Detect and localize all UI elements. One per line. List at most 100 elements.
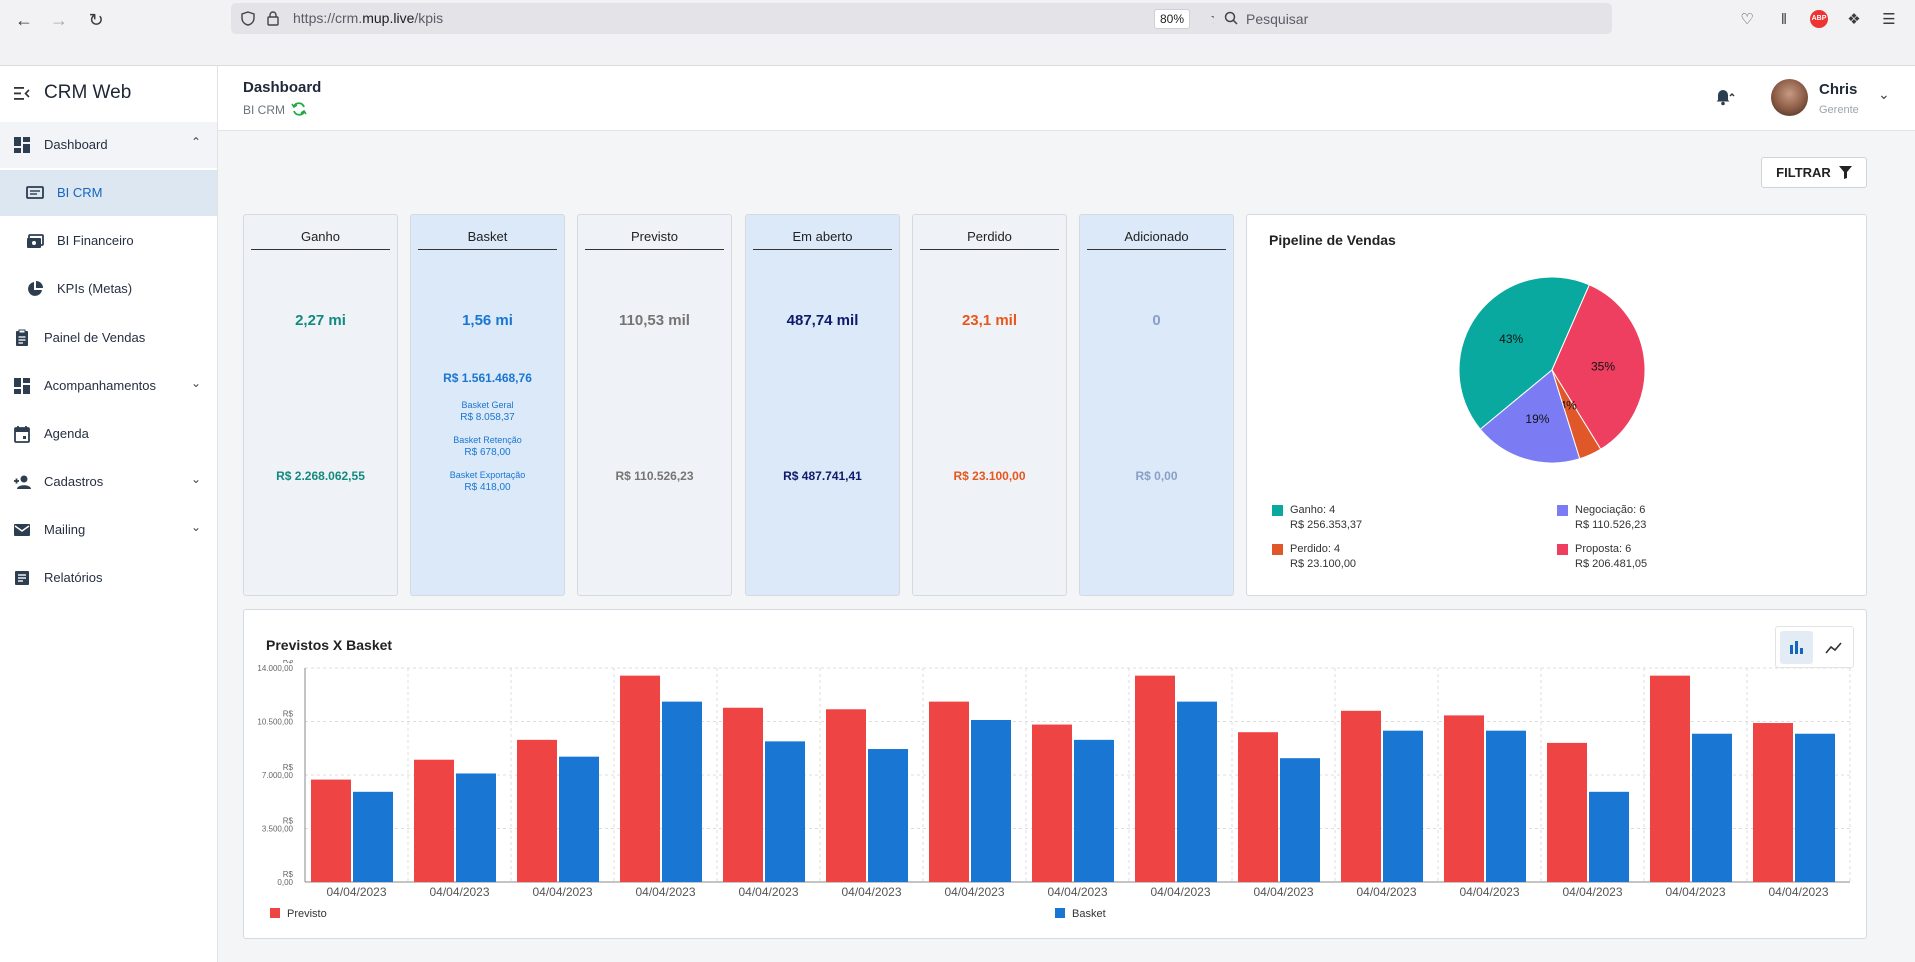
x-tick-label: 04/04/2023 [1562,885,1622,899]
pie-icon [28,281,43,296]
bar-previsto [1547,742,1587,882]
legend-value: R$ 23.100,00 [1290,558,1357,570]
pie-slice-negociação[interactable] [1479,369,1581,464]
sidebar-item-relatorios[interactable]: Relatórios [0,555,217,601]
y-tick-label: 10.500,00 [257,718,293,727]
sidebar-item-mailing[interactable]: Mailing ⌄ [0,507,217,553]
x-tick-label: 04/04/2023 [1768,885,1828,899]
kpi-title: Ganho [251,229,390,250]
pie-percent-label: 19% [1525,412,1549,426]
kpi-value: R$ 110.526,23 [615,469,694,483]
sidebar-item-bi-crm[interactable]: BI CRM [0,170,217,216]
sidebar-item-bi-financeiro[interactable]: BI Financeiro [0,218,217,264]
bar-previsto [929,701,969,882]
bar-chart-title: Previstos X Basket [266,637,393,653]
sidebar-item-label: Painel de Vendas [44,330,146,345]
x-tick-label: 04/04/2023 [1253,885,1313,899]
bar-previsto [1650,675,1690,882]
basket-sub-label: Basket Exportação [449,470,526,480]
x-tick-label: 04/04/2023 [1150,885,1210,899]
sidebar-item-agenda[interactable]: Agenda [0,411,217,457]
sidebar-item-label: KPIs (Metas) [57,281,133,296]
kpi-title: Adicionado [1087,229,1226,250]
x-tick-label: 04/04/2023 [1047,885,1107,899]
sidebar-item-label: Relatórios [44,570,103,585]
chart-type-toggle [1775,626,1854,668]
pie-slice-proposta[interactable] [1551,284,1646,450]
x-tick-label: 04/04/2023 [1356,885,1416,899]
bar-basket [1074,739,1114,882]
y-tick-label: R$ [283,817,294,826]
bar-basket [559,756,599,882]
pipeline-pie-chart: 43%35%4%19% [1458,276,1646,464]
bar-previsto [311,779,351,882]
legend-swatch [1055,908,1065,918]
refresh-icon[interactable] [291,101,307,117]
x-tick-label: 04/04/2023 [944,885,1004,899]
sidebar: CRM Web Dashboard ⌃ BI CRM BI Financeiro… [0,66,218,962]
bar-basket [1589,791,1629,882]
line-chart-toggle[interactable] [1817,631,1850,664]
bar-previsto [1341,710,1381,882]
adblock-icon[interactable]: ABP [1807,7,1831,31]
pipeline-title: Pipeline de Vendas [1269,232,1396,248]
sidebar-item-acompanhamentos[interactable]: Acompanhamentos ⌄ [0,363,217,409]
dashboard-icon [14,137,30,153]
kpi-short-value: 2,27 mi [295,312,346,329]
sidebar-item-label: BI Financeiro [57,233,134,248]
address-bar[interactable]: https://crm.mup.live/kpis 80% ☆ [231,3,1236,34]
reload-icon[interactable]: ↻ [88,9,104,30]
pie-slice-ganho[interactable] [1458,276,1590,430]
extensions-icon[interactable]: ❖ [1847,11,1861,28]
filter-label: FILTRAR [1776,165,1831,180]
legend-swatch [1557,544,1568,555]
legend-label: Negociação: 6 [1575,504,1646,516]
back-icon[interactable]: ← [15,9,33,30]
legend-swatch [1272,505,1283,516]
bar-chart-toggle[interactable] [1780,631,1813,664]
money-icon [27,234,44,248]
menu-icon[interactable]: ☰ [1882,11,1896,28]
sidebar-item-dashboard[interactable]: Dashboard ⌃ [0,122,217,168]
bar-basket [456,773,496,882]
pie-percent-label: 43% [1499,332,1523,346]
sidebar-item-kpis[interactable]: KPIs (Metas) [0,266,217,312]
kpi-title: Perdido [920,229,1059,250]
mail-icon [14,524,30,536]
bar-previsto [723,707,763,882]
basket-sub-value: R$ 418,00 [464,482,511,493]
kpi-short-value: 487,74 mil [786,312,859,329]
forward-icon[interactable]: → [50,9,68,30]
chevron-down-icon[interactable]: ⌄ [1878,86,1890,102]
x-tick-label: 04/04/2023 [1459,885,1519,899]
search-icon [1224,11,1238,25]
zoom-badge[interactable]: 80% [1153,9,1190,29]
menu-collapse-icon[interactable] [14,87,30,100]
bell-icon[interactable] [1713,86,1735,108]
line-chart-icon [1825,642,1842,654]
sidebar-item-painel-de-vendas[interactable]: Painel de Vendas [0,315,217,361]
lock-icon [267,11,279,26]
library-icon[interactable]: ‖ [1780,10,1788,28]
bar-previsto [620,675,660,882]
kpi-card-ganho: Ganho 2,27 mi R$ 2.268.062,55 [243,214,398,596]
filter-button[interactable]: FILTRAR [1761,157,1867,188]
bar-basket [1280,758,1320,882]
bar-previsto [414,759,454,882]
avatar[interactable] [1771,79,1808,116]
bar-basket [1692,733,1732,882]
legend-label: Proposta: 6 [1575,543,1632,555]
kpi-short-value: 110,53 mil [619,312,690,329]
page-title: Dashboard [243,79,322,96]
bar-previsto [1444,715,1484,882]
x-tick-label: 04/04/2023 [532,885,592,899]
y-tick-label: R$ [283,870,294,879]
y-tick-label: 7.000,00 [262,771,294,780]
sidebar-item-cadastros[interactable]: Cadastros ⌄ [0,459,217,505]
browser-toolbar: ← → ↻ https://crm.mup.live/kpis 80% ☆ Pe… [0,0,1915,66]
browser-search-input[interactable]: Pesquisar [1214,3,1612,34]
basket-sub-value: R$ 8.058,37 [460,412,515,423]
kpi-card-basket: Basket 1,56 mi R$ 1.561.468,76 Basket Geral… [410,214,565,596]
pocket-icon[interactable]: ♡ [1740,11,1754,28]
y-tick-label: 14.000,00 [257,664,293,673]
